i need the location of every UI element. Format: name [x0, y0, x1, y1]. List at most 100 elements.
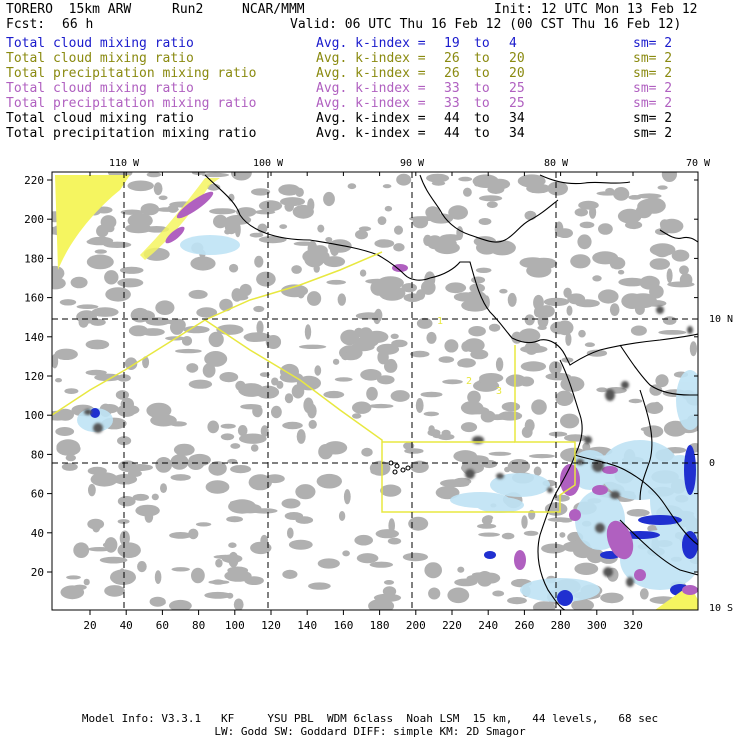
latitude-label: 10 N: [709, 314, 733, 325]
legend-smoothing: sm= 2: [633, 66, 673, 81]
cloud-patch: [220, 423, 236, 429]
y-tick-label: 80: [31, 448, 44, 461]
cloud-patch: [479, 373, 504, 383]
cloud-patch: [474, 181, 481, 187]
cloud-patch: [394, 225, 403, 235]
cloud-patch: [55, 427, 75, 436]
cloud-patch: [144, 511, 154, 523]
purple-patch: [165, 226, 185, 244]
x-tick-label: 200: [406, 619, 426, 632]
cloud-patch: [307, 403, 317, 419]
dark-cloud-core: [595, 523, 605, 533]
cloud-patch: [196, 307, 218, 318]
cloud-patch: [532, 601, 556, 610]
x-tick-label: 260: [514, 619, 534, 632]
model-info-line: Model Info: V3.3.1 KF YSU PBL WDM 6class…: [81, 712, 659, 725]
cloud-patch: [297, 288, 305, 299]
legend-smoothing: sm= 2: [633, 36, 673, 51]
domain-label: 3: [496, 386, 502, 397]
cloud-patch: [287, 527, 294, 539]
cloud-patch: [486, 201, 498, 209]
cloud-patch: [560, 413, 580, 429]
legend-smoothing: sm= 2: [633, 96, 673, 111]
cloud-patch: [596, 387, 608, 393]
cloud-patch: [442, 379, 463, 385]
cloud-patch: [251, 188, 271, 196]
light-cloud-patch: [676, 370, 698, 430]
cloud-patch: [358, 226, 372, 232]
cloud-patch: [61, 462, 78, 471]
dark-cloud-core: [656, 306, 664, 314]
cloud-patch: [570, 254, 591, 269]
cloud-patch: [592, 275, 602, 282]
light-cloud-patch: [450, 492, 510, 508]
cloud-patch: [523, 530, 539, 536]
cloud-patch: [112, 474, 138, 485]
cloud-patch: [450, 481, 470, 487]
cloud-patch: [507, 597, 527, 605]
y-tick-label: 40: [31, 527, 44, 540]
longitude-label: 90 W: [400, 158, 425, 169]
cloud-patch: [155, 457, 172, 473]
cloud-patch: [76, 310, 97, 324]
cloud-patch: [609, 303, 620, 316]
cloud-patch: [105, 287, 131, 302]
cloud-patch: [402, 552, 428, 562]
cloud-patch: [655, 374, 669, 388]
legend-to: 25: [509, 96, 525, 111]
cloud-patch: [495, 357, 504, 372]
x-tick-label: 20: [83, 619, 96, 632]
blue-cloud-patch: [90, 408, 100, 418]
cloud-patch: [326, 279, 347, 285]
run-label: Run2: [172, 2, 204, 17]
cloud-patch: [91, 307, 119, 317]
cloud-patch: [239, 433, 267, 444]
cloud-patch: [124, 357, 138, 371]
cloud-patch: [213, 214, 228, 229]
legend-avg-label: Avg. k-index =: [316, 126, 426, 141]
cloud-patch: [104, 270, 119, 285]
cloud-patch: [526, 183, 551, 194]
legend-to-word: to: [474, 36, 490, 51]
cloud-patch: [334, 377, 353, 382]
cloud-patch: [229, 263, 239, 273]
cloud-patch: [547, 517, 573, 522]
cloud-patch: [209, 208, 236, 215]
cloud-patch: [507, 292, 517, 307]
cloud-patch: [365, 278, 390, 284]
x-tick-label: 220: [442, 619, 462, 632]
cloud-patch: [477, 523, 497, 529]
cloud-patch: [190, 256, 216, 271]
cloud-patch: [234, 221, 241, 238]
cloud-patch: [156, 207, 179, 212]
dark-cloud-core: [621, 381, 629, 389]
legend-field: Total cloud mixing ratio: [6, 111, 194, 126]
cloud-patch: [501, 532, 515, 540]
cloud-patch: [645, 402, 664, 414]
purple-patch: [682, 585, 698, 595]
island: [400, 467, 406, 473]
cloud-patch: [598, 223, 613, 235]
cloud-patch: [432, 434, 445, 439]
cloud-patch: [479, 195, 503, 202]
cloud-patch: [488, 323, 501, 332]
cloud-patch: [352, 413, 362, 419]
cloud-patch: [250, 508, 278, 514]
blue-cloud-patch: [682, 531, 698, 559]
cloud-patch: [521, 515, 528, 529]
cloud-patch: [64, 388, 79, 394]
cloud-patch: [667, 281, 695, 288]
latitude-label: 0: [709, 458, 715, 469]
cloud-patch: [85, 369, 107, 376]
valid-time: Valid: 06 UTC Thu 16 Feb 12 (00 CST Thu …: [290, 17, 682, 32]
blue-cloud-patch: [638, 515, 682, 525]
cloud-patch: [201, 172, 230, 178]
blue-cloud-patch: [684, 445, 696, 495]
cloud-patch: [86, 254, 114, 270]
y-tick-label: 120: [24, 370, 44, 383]
cloud-patch: [317, 558, 340, 569]
dark-cloud-core: [93, 423, 103, 433]
cloud-patch: [228, 551, 239, 568]
cloud-patch: [637, 193, 662, 199]
cloud-patch: [117, 404, 136, 417]
